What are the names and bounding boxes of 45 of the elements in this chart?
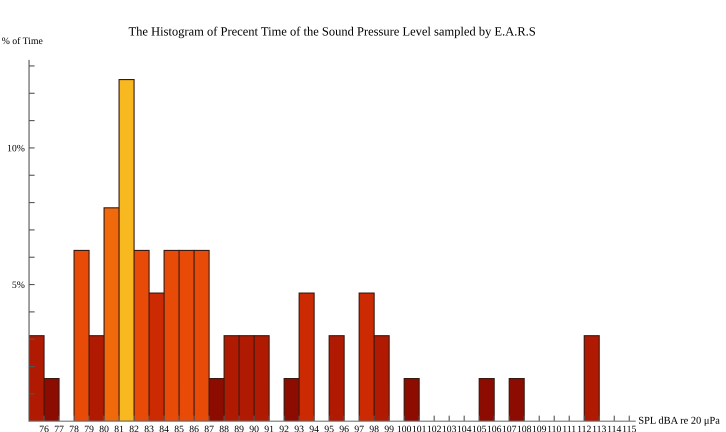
x-tick-label: 115 bbox=[622, 426, 636, 432]
x-tick-label: 77 bbox=[54, 426, 64, 432]
x-tick-label: 85 bbox=[174, 426, 184, 432]
y-axis-title: % of Time bbox=[2, 37, 42, 44]
x-tick-label: 99 bbox=[384, 426, 394, 432]
x-tick-label: 80 bbox=[100, 426, 109, 432]
x-tick-label: 108 bbox=[518, 426, 532, 432]
x-tick-label: 98 bbox=[370, 426, 379, 432]
x-tick-label: 91 bbox=[264, 426, 274, 432]
x-tick-label: 82 bbox=[130, 426, 138, 432]
x-tick-label: 110 bbox=[548, 426, 561, 432]
x-tick-label: 89 bbox=[234, 426, 244, 432]
x-tick-label: 88 bbox=[220, 426, 229, 432]
y-tick-label: 10% bbox=[8, 144, 25, 152]
x-tick-label: 84 bbox=[160, 426, 169, 432]
x-tick-label: 114 bbox=[608, 426, 622, 432]
x-tick-label: 97 bbox=[354, 426, 364, 432]
x-tick-label: 102 bbox=[428, 426, 441, 432]
x-tick-label: 106 bbox=[488, 426, 502, 432]
x-tick-label: 87 bbox=[204, 426, 214, 432]
x-tick-label: 105 bbox=[472, 426, 486, 432]
x-tick-label: 100 bbox=[398, 426, 412, 432]
chart-title: The Histogram of Precent Time of the Sound Pressure Level sampled by E.A.R.S bbox=[128, 26, 535, 38]
x-axis-title: SPL dBA re 20 μPa bbox=[638, 416, 720, 426]
x-tick-label: 86 bbox=[190, 426, 199, 432]
x-tick-label: 94 bbox=[310, 426, 319, 432]
x-tick-label: 109 bbox=[532, 426, 546, 432]
y-tick-label: 5% bbox=[12, 281, 25, 288]
x-tick-label: 101 bbox=[412, 426, 426, 432]
x-tick-label: 90 bbox=[250, 426, 259, 432]
x-tick-label: 107 bbox=[502, 426, 516, 432]
x-tick-label: 113 bbox=[592, 426, 606, 432]
x-tick-label: 112 bbox=[578, 426, 591, 432]
x-tick-label: 95 bbox=[324, 426, 334, 432]
x-tick-label: 78 bbox=[70, 426, 79, 432]
x-tick-label: 83 bbox=[144, 426, 154, 432]
x-tick-label: 76 bbox=[40, 426, 49, 432]
x-tick-label: 111 bbox=[563, 426, 576, 432]
x-tick-label: 96 bbox=[340, 426, 349, 432]
x-tick-label: 104 bbox=[458, 426, 472, 432]
x-tick-label: 93 bbox=[294, 426, 304, 432]
x-tick-label: 79 bbox=[84, 426, 94, 432]
x-tick-label: 92 bbox=[280, 426, 288, 432]
x-tick-label: 81 bbox=[114, 426, 124, 432]
x-tick-label: 103 bbox=[442, 426, 456, 432]
